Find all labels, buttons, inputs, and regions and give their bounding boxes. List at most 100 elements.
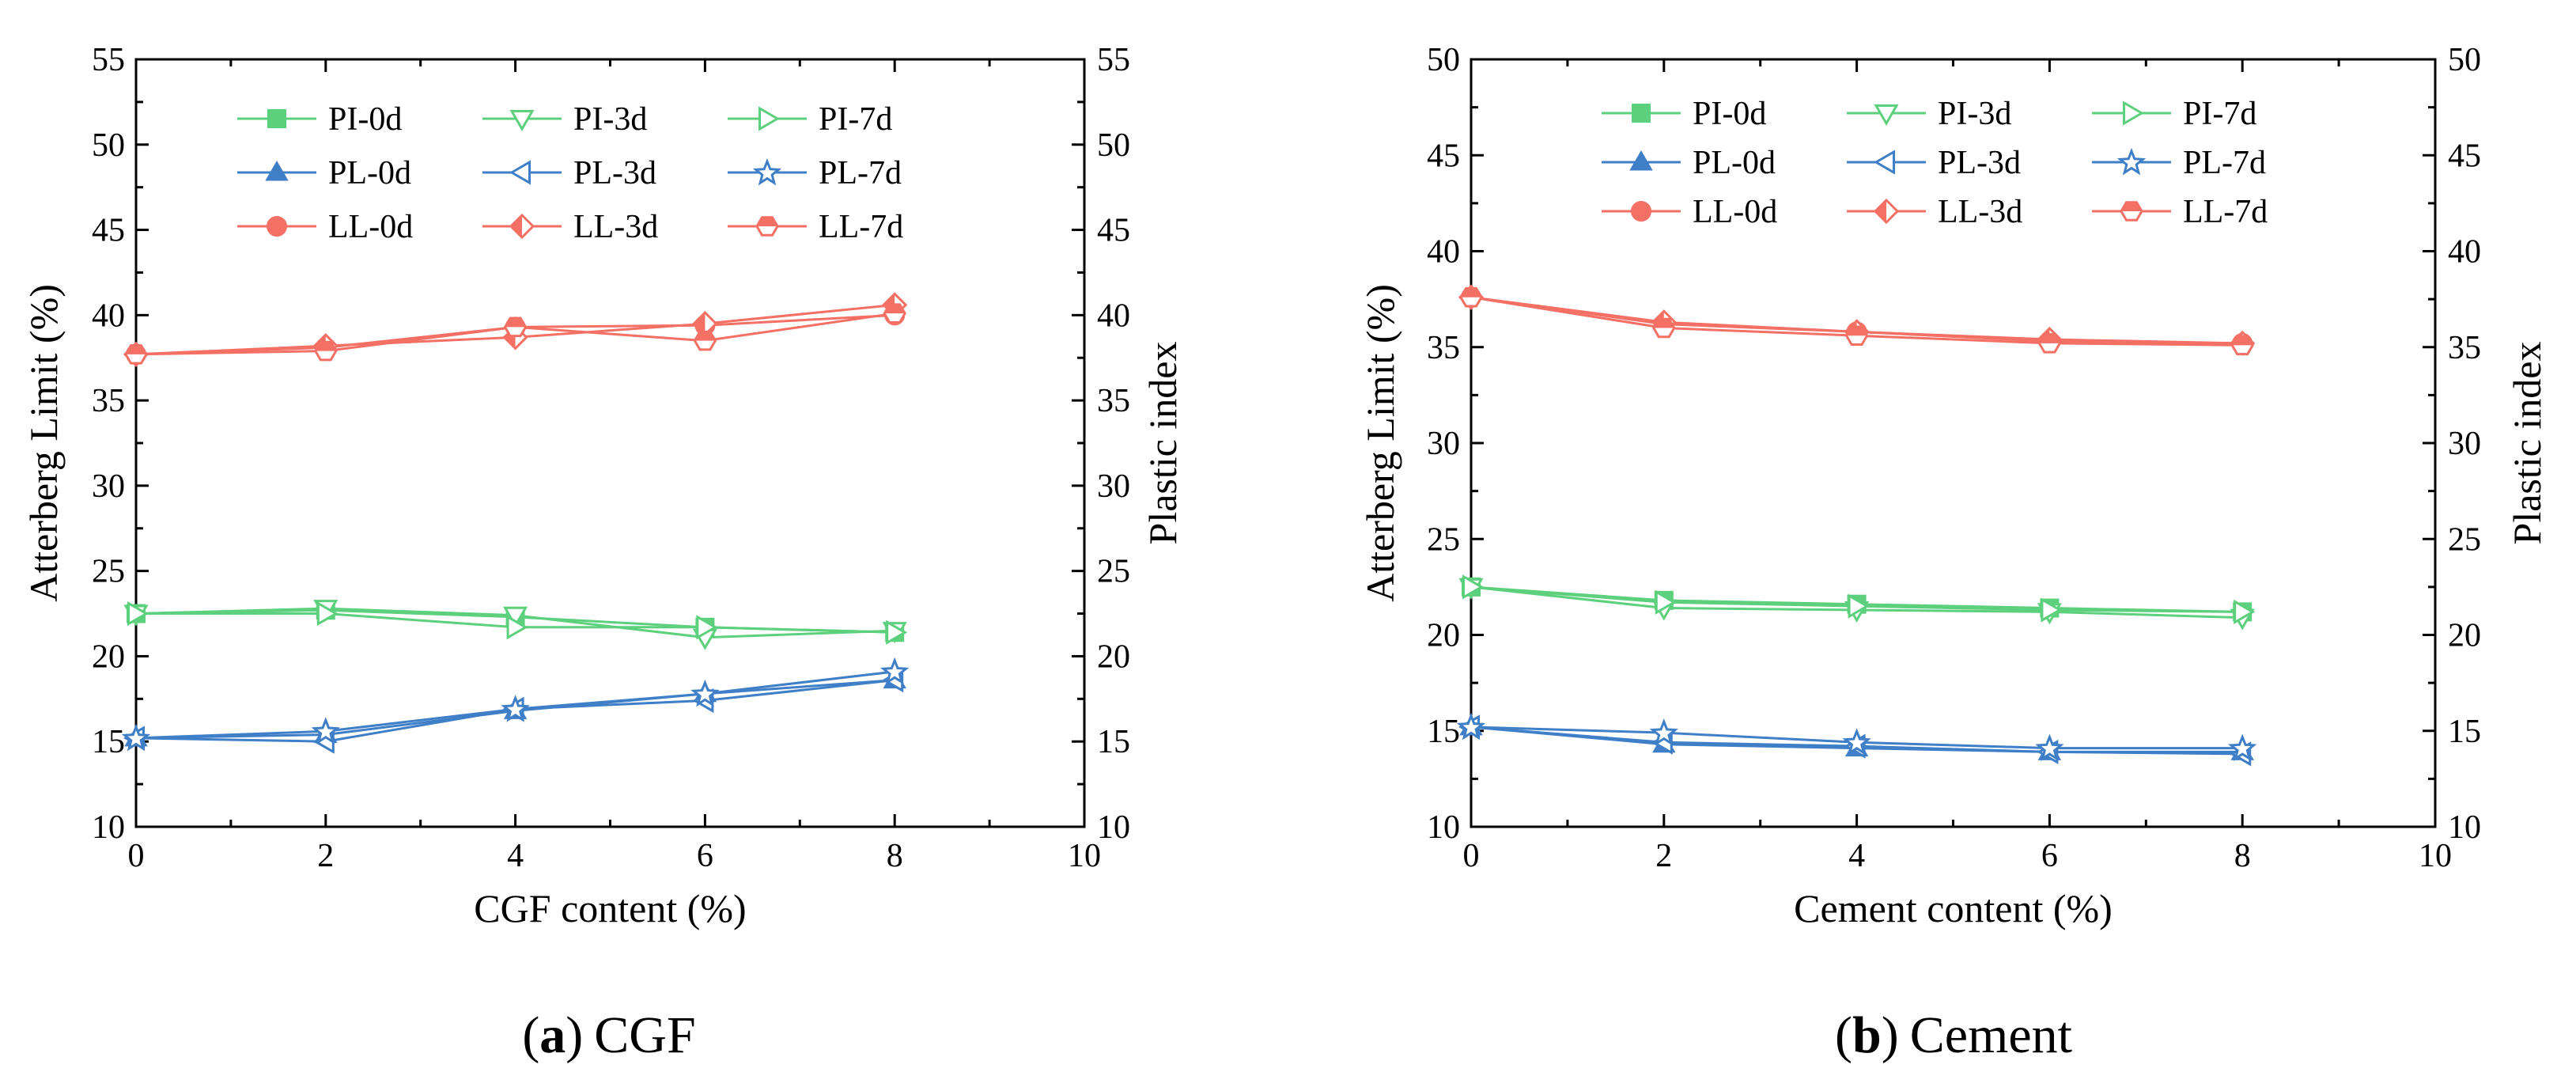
legend-label: LL-3d [1938, 194, 2022, 230]
data-point [2234, 599, 2256, 624]
data-point [316, 601, 339, 627]
legend-item: LL-3d [482, 209, 658, 245]
marker-hexagon-fill [2232, 336, 2253, 346]
marker-hexagon-fill [884, 304, 906, 314]
y-tick-label: 45 [1427, 138, 1460, 174]
legend-item: PI-7d [2092, 96, 2256, 132]
legend-label: PI-7d [2183, 96, 2256, 132]
marker-star [752, 157, 782, 186]
legend-item: PL-0d [1602, 145, 1776, 181]
y-tick-label: 50 [92, 127, 125, 164]
y2-tick-label: 10 [2448, 809, 2481, 846]
legend-label: PI-3d [1938, 96, 2011, 132]
x-tick-label: 2 [317, 838, 334, 874]
data-point [690, 679, 720, 707]
marker-hexagon-fill [505, 318, 526, 328]
x-axis-ticks: 0 2 4 6 8 10 [128, 59, 1101, 874]
marker-hexagon-fill [1846, 326, 1867, 336]
y2-tick-label: 20 [1097, 638, 1130, 675]
y-axis-ticks: 10 10 15 15 20 20 25 25 30 30 35 35 40 40 45 45 50 50 55 55 [92, 42, 1130, 846]
data-point [883, 303, 906, 324]
data-point [1649, 718, 1678, 746]
x-tick-label: 0 [128, 838, 145, 874]
legend: PI-0d PI-3d PI-7d PL-0d PL-3d PL-7d LL-0d LL-3d… [237, 101, 903, 245]
series-pi-7d [127, 601, 908, 645]
x-tick-label: 2 [1655, 838, 1672, 874]
legend-label: PI-0d [1693, 96, 1766, 132]
legend-item: LL-0d [237, 209, 413, 245]
panel-caption: (b) Cement [1835, 1006, 2072, 1064]
legend-marker [755, 216, 779, 237]
y-tick-label: 10 [1427, 809, 1460, 846]
x-axis-title: CGF content (%) [474, 886, 746, 930]
legend-marker [267, 109, 286, 128]
y2-tick-label: 15 [1097, 724, 1130, 760]
marker-triangle-down [503, 606, 528, 628]
marker-triangle-right [316, 601, 339, 627]
marker-star [690, 679, 720, 707]
legend-item: LL-7d [728, 209, 903, 245]
legend-label: PI-7d [819, 101, 892, 138]
x-tick-label: 6 [2041, 838, 2058, 874]
y-tick-label: 25 [92, 554, 125, 590]
y2-tick-label: 25 [2448, 521, 2481, 558]
data-point [692, 310, 718, 337]
caption-open: ( [1835, 1006, 1852, 1064]
series-group [1456, 284, 2257, 767]
marker-triangle-right [2041, 597, 2063, 623]
legend-marker [1631, 201, 1651, 222]
data-point [127, 601, 149, 627]
legend-item: PL-3d [1847, 145, 2021, 181]
marker-star [880, 657, 910, 685]
legend-item: PL-0d [237, 155, 411, 191]
data-point [311, 717, 340, 744]
legend-marker [509, 160, 531, 185]
x-tick-label: 4 [507, 838, 524, 874]
y2-tick-label: 50 [1097, 127, 1130, 164]
y-tick-label: 35 [92, 383, 125, 419]
marker-hexagon-fill [2121, 202, 2142, 211]
legend-marker [752, 157, 782, 186]
legend-label: LL-7d [819, 209, 903, 245]
legend-label: PL-7d [819, 155, 902, 191]
x-tick-label: 10 [1068, 838, 1101, 874]
legend-label: LL-3d [573, 209, 658, 245]
data-point [1456, 712, 1486, 741]
marker-diamond-fill [694, 313, 705, 335]
series-pl-7d [1456, 712, 2257, 762]
data-point [1848, 593, 1870, 619]
marker-hexagon-fill [315, 342, 336, 351]
legend-label: PI-3d [573, 101, 647, 138]
caption-close: ) [1882, 1006, 1899, 1064]
y2-tick-label: 20 [2448, 618, 2481, 654]
y2-tick-label: 15 [2448, 714, 2481, 750]
x-tick-label: 8 [2234, 838, 2251, 874]
caption-open: ( [522, 1006, 539, 1064]
marker-triangle-left [1873, 150, 1895, 175]
marker-hexagon-fill [1653, 319, 1674, 328]
marker-hexagon-fill [694, 332, 716, 341]
marker-star [2035, 733, 2064, 762]
data-point [1459, 286, 1483, 308]
legend-item: PL-7d [2092, 145, 2266, 181]
data-point [314, 340, 338, 362]
data-point [503, 316, 528, 338]
legend-item: PI-7d [728, 101, 892, 138]
y2-tick-label: 30 [1097, 468, 1130, 505]
y-tick-label: 45 [92, 213, 125, 249]
x-axis-ticks: 0 2 4 6 8 10 [1463, 59, 2452, 874]
marker-circle [267, 216, 287, 237]
legend-label: LL-7d [2183, 194, 2268, 230]
y2-tick-label: 55 [1097, 42, 1130, 78]
legend-marker [1873, 198, 1900, 225]
data-point [2037, 333, 2062, 354]
data-point [124, 344, 148, 365]
marker-square [1632, 104, 1651, 123]
y-tick-label: 40 [1427, 234, 1460, 271]
marker-hexagon-fill [1461, 288, 1481, 297]
marker-triangle-right [1848, 593, 1870, 619]
legend-marker [2116, 147, 2147, 176]
caption-close: ) [566, 1006, 583, 1064]
legend-marker [1629, 150, 1653, 171]
